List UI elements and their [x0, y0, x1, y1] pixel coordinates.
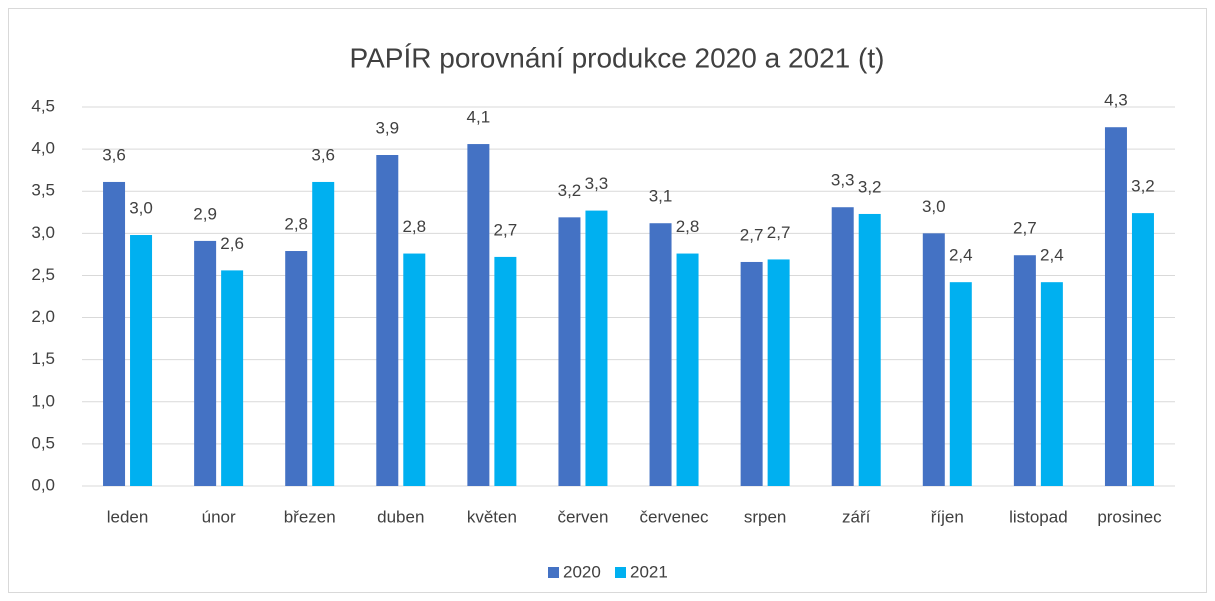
y-tick-label: 4,5 [31, 96, 55, 115]
data-label: 3,1 [649, 187, 673, 206]
y-tick-label: 0,0 [31, 475, 55, 494]
bar [767, 259, 790, 486]
y-tick-label: 1,0 [31, 391, 55, 410]
data-label: 3,3 [831, 171, 855, 190]
data-label: 2,4 [1040, 246, 1064, 265]
y-tick-label: 3,5 [31, 181, 55, 200]
x-tick-label: březen [284, 507, 336, 526]
bar [103, 181, 126, 487]
x-tick-label: únor [202, 507, 236, 526]
y-tick-label: 3,0 [31, 223, 55, 242]
y-tick-label: 2,5 [31, 265, 55, 284]
data-label: 3,6 [102, 145, 126, 164]
data-label: 2,4 [949, 246, 973, 265]
y-tick-label: 2,0 [31, 307, 55, 326]
x-tick-label: duben [377, 507, 424, 526]
data-label: 2,8 [402, 217, 426, 236]
bar [1013, 255, 1036, 486]
data-label: 3,3 [585, 174, 609, 193]
data-label: 4,3 [1104, 91, 1128, 110]
bar [740, 261, 763, 486]
data-label: 2,7 [494, 220, 518, 239]
bar [922, 233, 945, 486]
bar [676, 253, 699, 486]
y-tick-label: 0,5 [31, 433, 55, 452]
data-label: 3,9 [375, 118, 399, 137]
bar [649, 223, 672, 486]
bar [194, 240, 217, 486]
bar [403, 253, 426, 486]
data-label: 2,8 [676, 217, 700, 236]
bar [376, 155, 399, 487]
data-label: 2,9 [193, 204, 217, 223]
bar [558, 217, 581, 486]
legend-swatch [548, 567, 559, 578]
x-tick-label: prosinec [1097, 507, 1162, 526]
bar [467, 144, 490, 486]
legend-label: 2021 [630, 562, 668, 581]
bar [949, 282, 972, 486]
bar [1131, 213, 1154, 486]
data-label: 3,0 [922, 197, 946, 216]
bar [831, 207, 854, 487]
data-label: 3,2 [1131, 177, 1155, 196]
legend-swatch [615, 567, 626, 578]
data-label: 2,6 [220, 234, 244, 253]
bar [130, 235, 153, 486]
bar [221, 270, 244, 486]
x-tick-label: září [842, 507, 871, 526]
data-label: 3,0 [129, 199, 153, 218]
x-tick-label: leden [107, 507, 149, 526]
data-label: 2,7 [767, 223, 791, 242]
bar [312, 181, 335, 487]
bar [285, 251, 308, 486]
legend-label: 2020 [563, 562, 601, 581]
data-label: 2,8 [284, 215, 308, 234]
chart-title: PAPÍR porovnání produkce 2020 a 2021 (t) [350, 42, 885, 73]
y-tick-label: 4,0 [31, 139, 55, 158]
bar [494, 256, 517, 486]
x-tick-label: červenec [640, 507, 709, 526]
bar [1104, 127, 1127, 487]
x-tick-label: červen [557, 507, 608, 526]
x-tick-label: listopad [1009, 507, 1068, 526]
bar [585, 210, 608, 487]
data-label: 4,1 [467, 108, 491, 127]
bar [1040, 282, 1063, 486]
y-tick-label: 1,5 [31, 349, 55, 368]
data-label: 2,7 [740, 225, 764, 244]
x-tick-label: květen [467, 507, 517, 526]
x-tick-label: srpen [744, 507, 787, 526]
data-label: 3,2 [858, 177, 882, 196]
bar [858, 213, 881, 486]
data-label: 3,6 [311, 145, 335, 164]
data-label: 2,7 [1013, 219, 1037, 238]
data-label: 3,2 [558, 181, 582, 200]
x-tick-label: říjen [931, 507, 964, 526]
